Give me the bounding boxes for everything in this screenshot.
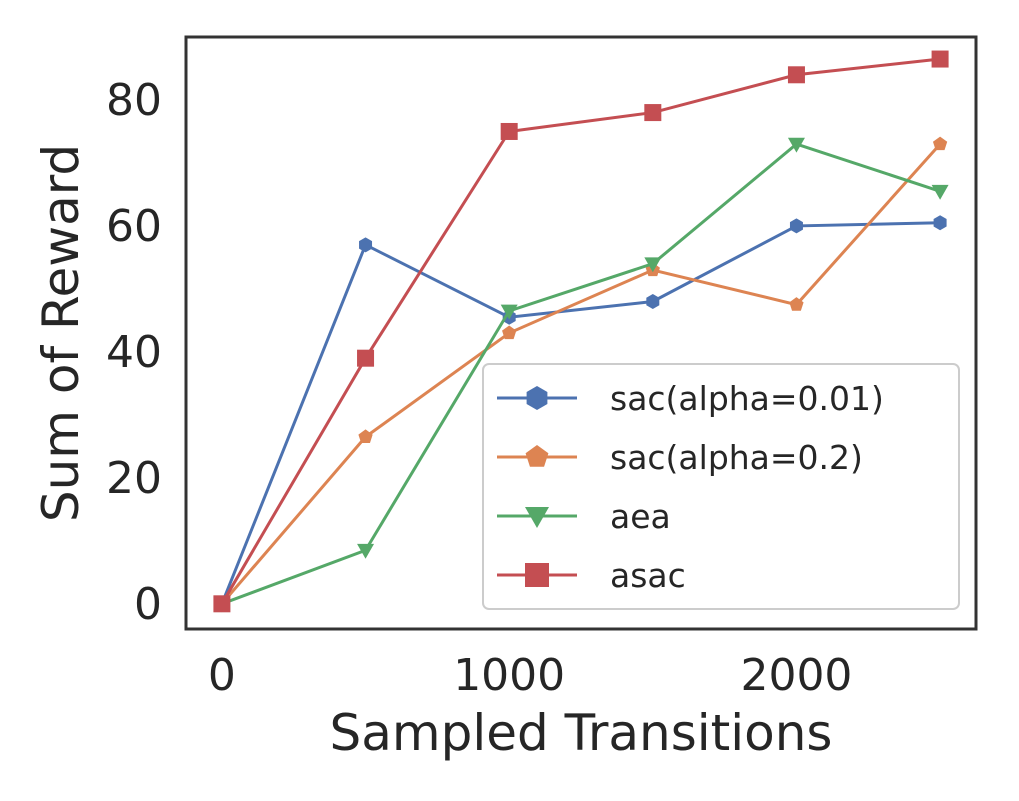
data-point [359,237,373,253]
data-point [787,66,805,84]
legend-item: sac(alpha=0.2) [497,438,863,477]
legend-marker [526,386,548,410]
legend-item: asac [497,556,686,595]
legend-marker [525,445,549,467]
y-tick-label: 40 [106,327,162,378]
data-point [931,184,949,200]
data-point [931,50,949,68]
y-tick-label: 80 [106,75,162,126]
data-point [357,349,375,367]
y-axis-title: Sum of Reward [32,144,90,522]
legend-label: asac [610,556,686,595]
series-line [220,143,942,605]
data-point [932,136,948,151]
series-line [220,57,941,605]
series [213,50,949,613]
data-point [933,215,947,231]
legend-label: aea [610,497,671,536]
data-point [646,294,660,310]
legend-marker [525,507,549,528]
series [213,137,949,613]
legend: sac(alpha=0.01) sac(alpha=0.2) aea asac [482,363,960,610]
data-point [357,543,375,559]
legend-item: aea [497,497,671,536]
legend-marker [525,563,549,587]
x-tick-label: 1000 [453,650,565,701]
data-point [213,595,231,613]
x-axis-title: Sampled Transitions [330,704,833,762]
legend-label: sac(alpha=0.01) [610,379,884,418]
series-line [221,142,941,606]
series [215,215,947,612]
data-point [644,257,662,273]
legend-label: sac(alpha=0.2) [610,438,863,477]
data-point [502,325,517,340]
data-point [787,137,805,153]
y-tick-label: 0 [134,579,162,630]
data-point [789,297,804,311]
legend-frame [482,363,960,610]
data-point [358,429,373,443]
series-line [220,221,941,605]
x-tick-label: 0 [208,650,236,701]
legend-item: sac(alpha=0.01) [497,379,884,418]
y-tick-label: 20 [106,453,162,504]
series-layer [213,50,949,613]
y-axis-ticks: 0 20 40 60 80 [106,75,162,630]
y-tick-label: 60 [106,201,162,252]
data-point [644,104,662,122]
data-point [500,304,518,320]
data-point [789,218,803,234]
data-point [500,122,518,140]
x-axis-ticks: 0 1000 2000 [208,650,853,701]
x-tick-label: 2000 [740,650,852,701]
